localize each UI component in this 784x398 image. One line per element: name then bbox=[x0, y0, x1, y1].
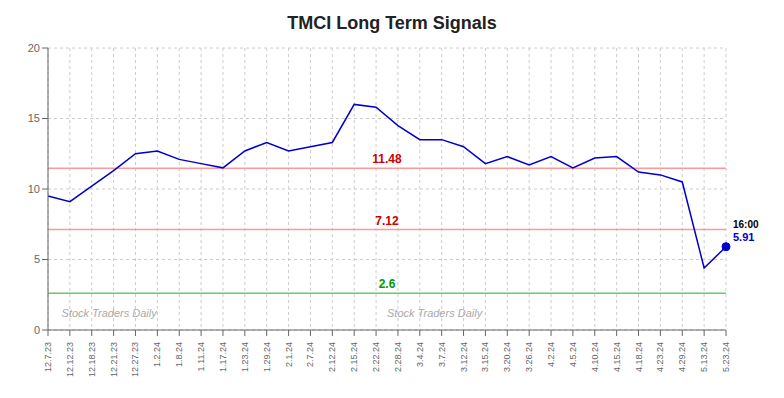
html-text:Stock Traders Daily: Stock Traders Daily bbox=[387, 306, 483, 319]
svg-text:2.12.24: 2.12.24 bbox=[327, 342, 337, 372]
svg-text:2.1.24: 2.1.24 bbox=[284, 342, 294, 367]
svg-text:16:00: 16:00 bbox=[733, 219, 759, 230]
svg-text:1.23.24: 1.23.24 bbox=[240, 342, 250, 372]
svg-text:4.23.24: 4.23.24 bbox=[655, 342, 665, 372]
svg-text:12.12.23: 12.12.23 bbox=[65, 342, 75, 377]
svg-text:5: 5 bbox=[34, 253, 40, 265]
svg-text:12.27.23: 12.27.23 bbox=[130, 342, 140, 377]
svg-text:10: 10 bbox=[28, 183, 40, 195]
svg-text:7.12: 7.12 bbox=[375, 214, 399, 228]
html-text:Stock Traders Daily: Stock Traders Daily bbox=[61, 306, 157, 319]
svg-text:5.91: 5.91 bbox=[733, 231, 754, 243]
svg-text:2.15.24: 2.15.24 bbox=[349, 342, 359, 372]
svg-text:12.21.23: 12.21.23 bbox=[109, 342, 119, 377]
svg-text:1.29.24: 1.29.24 bbox=[262, 342, 272, 372]
svg-text:2.7.24: 2.7.24 bbox=[305, 342, 315, 367]
svg-text:1.11.24: 1.11.24 bbox=[196, 342, 206, 371]
svg-text:0: 0 bbox=[34, 324, 40, 336]
svg-text:3.4.24: 3.4.24 bbox=[415, 342, 425, 367]
svg-text:1.2.24: 1.2.24 bbox=[152, 342, 162, 367]
html-text:TMCI Long Term Signals: TMCI Long Term Signals bbox=[287, 13, 497, 33]
svg-text:4.29.24: 4.29.24 bbox=[677, 342, 687, 372]
svg-text:1.8.24: 1.8.24 bbox=[174, 342, 184, 367]
svg-text:3.7.24: 3.7.24 bbox=[437, 342, 447, 367]
svg-text:12.7.23: 12.7.23 bbox=[43, 342, 53, 372]
svg-text:15: 15 bbox=[28, 112, 40, 124]
svg-text:5.13.24: 5.13.24 bbox=[699, 342, 709, 372]
svg-text:4.2.24: 4.2.24 bbox=[546, 342, 556, 367]
svg-text:12.18.23: 12.18.23 bbox=[87, 342, 97, 377]
svg-text:2.28.24: 2.28.24 bbox=[393, 342, 403, 372]
svg-text:4.15.24: 4.15.24 bbox=[612, 342, 622, 372]
svg-text:3.12.24: 3.12.24 bbox=[459, 342, 469, 372]
svg-text:1.17.24: 1.17.24 bbox=[218, 342, 228, 372]
svg-text:3.20.24: 3.20.24 bbox=[502, 342, 512, 372]
svg-text:4.5.24: 4.5.24 bbox=[568, 342, 578, 367]
svg-text:2.6: 2.6 bbox=[379, 277, 396, 291]
svg-text:2.22.24: 2.22.24 bbox=[371, 342, 381, 372]
svg-text:3.26.24: 3.26.24 bbox=[524, 342, 534, 372]
svg-text:20: 20 bbox=[28, 42, 40, 54]
svg-text:5.23.24: 5.23.24 bbox=[721, 342, 731, 372]
svg-text:4.10.24: 4.10.24 bbox=[590, 342, 600, 372]
svg-text:3.15.24: 3.15.24 bbox=[480, 342, 490, 372]
svg-text:4.18.24: 4.18.24 bbox=[634, 342, 644, 372]
svg-text:11.48: 11.48 bbox=[372, 152, 402, 166]
